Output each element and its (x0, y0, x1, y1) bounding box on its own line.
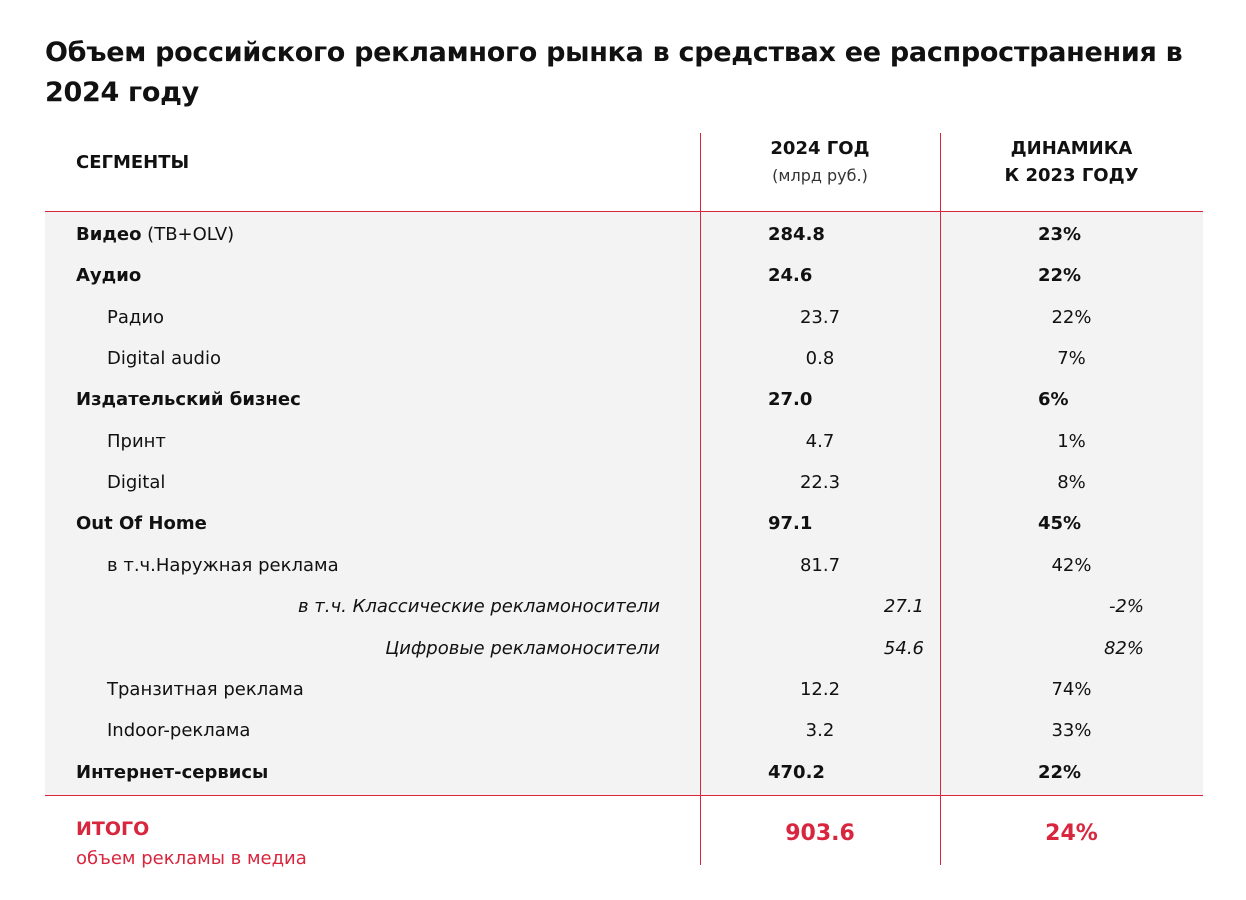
row-segment-label: Издательский бизнес (76, 389, 301, 411)
row-dynamics: 82% (1103, 637, 1144, 659)
ad-market-table: СЕГМЕНТЫ 2024 ГОД (млрд руб.) ДИНАМИКА К… (45, 133, 1203, 869)
row-segment: Out Of Home (76, 503, 207, 544)
table-body-background (45, 211, 1203, 795)
total-value: 903.6 (785, 821, 855, 846)
row-segment: Цифровые рекламоносители (107, 628, 660, 669)
row-segment: Аудио (76, 255, 141, 296)
row-value: 23.7 (799, 306, 841, 328)
row-segment: Видео (ТВ+OLV) (76, 214, 234, 255)
row-dynamics: 45% (1038, 513, 1082, 535)
table-row: Аудио 24.6 22% (45, 255, 1203, 296)
row-segment-label: в т.ч.Наружная реклама (107, 554, 339, 576)
total-dynamics: 24% (1045, 821, 1098, 846)
row-segment: Принт (107, 421, 166, 462)
total-divider (45, 795, 1203, 796)
row-segment: Digital audio (107, 338, 221, 379)
row-value: 22.3 (799, 472, 841, 494)
row-dynamics: 23% (1038, 224, 1082, 245)
row-segment-label: Интернет-сервисы (76, 761, 269, 783)
row-segment: Интернет-сервисы (76, 752, 268, 793)
header-divider (45, 211, 1203, 212)
row-value: 12.2 (799, 678, 841, 700)
column-divider (700, 133, 701, 865)
header-year: 2024 ГОД (млрд руб.) (700, 135, 940, 189)
row-value: 0.8 (805, 348, 835, 370)
row-segment: Digital (107, 462, 165, 503)
row-dynamics: 22% (1038, 761, 1082, 783)
row-segment-label: Радио (107, 306, 165, 328)
row-segment-label: Транзитная реклама (107, 678, 304, 700)
row-segment: Indoor-реклама (107, 710, 250, 751)
row-segment-label: Out Of Home (76, 513, 207, 535)
column-divider (940, 133, 941, 865)
table-row: Радио 23.7 22% (45, 297, 1203, 338)
row-dynamics: 74% (1051, 678, 1092, 700)
row-segment-label: Принт (107, 430, 166, 452)
row-segment-label: в т.ч. Классические рекламоносители (297, 596, 660, 618)
row-value: 27.0 (768, 389, 813, 411)
row-dynamics: 22% (1051, 306, 1092, 328)
header-dynamics-line1: ДИНАМИКА (1010, 138, 1133, 159)
table-row: Интернет-сервисы 470.2 22% (45, 752, 1203, 793)
table-row: в т.ч. Классические рекламоносители 27.1 -… (45, 586, 1203, 627)
row-segment-label: Digital (107, 472, 166, 494)
row-dynamics: 22% (1038, 265, 1082, 287)
table-row: в т.ч.Наружная реклама 81.7 42% (45, 545, 1203, 586)
table-row: Транзитная реклама 12.2 74% (45, 669, 1203, 710)
table-row: Видео (ТВ+OLV) 284.8 23% (45, 214, 1203, 255)
row-segment-label: Digital audio (107, 348, 221, 370)
row-value: 3.2 (805, 720, 835, 742)
header-dynamics-line2: К 2023 ГОДУ (1004, 165, 1139, 186)
row-segment: Транзитная реклама (107, 669, 304, 710)
header-dynamics: ДИНАМИКА К 2023 ГОДУ (940, 135, 1203, 189)
row-segment: в т.ч.Наружная реклама (107, 545, 339, 586)
row-dynamics: 8% (1057, 472, 1086, 494)
table-row: Digital audio 0.8 7% (45, 338, 1203, 379)
row-value: 97.1 (768, 513, 813, 535)
total-label: ИТОГО (76, 818, 150, 840)
header-segments: СЕГМЕНТЫ (76, 152, 190, 173)
table-row: Indoor-реклама 3.2 33% (45, 710, 1203, 751)
row-value: 470.2 (768, 761, 825, 783)
row-value: 284.8 (768, 224, 825, 245)
row-segment-label: Indoor-реклама (107, 720, 251, 742)
header-year-unit: (млрд руб.) (772, 166, 868, 185)
header-year-title: 2024 ГОД (770, 138, 870, 159)
row-value: 81.7 (799, 554, 841, 576)
table-row: Издательский бизнес 27.0 6% (45, 379, 1203, 420)
row-dynamics: 1% (1057, 430, 1086, 452)
table-row: Цифровые рекламоносители 54.6 82% (45, 628, 1203, 669)
row-dynamics: 33% (1051, 720, 1092, 742)
row-dynamics: 6% (1038, 389, 1069, 411)
row-value: 27.1 (883, 596, 924, 618)
row-segment-label: Цифровые рекламоносители (385, 637, 660, 659)
row-segment-note: (ТВ+OLV) (141, 224, 235, 245)
row-segment: в т.ч. Классические рекламоносители (107, 586, 660, 627)
row-dynamics: -2% (1108, 596, 1144, 618)
table-row: Out Of Home 97.1 45% (45, 503, 1203, 544)
row-segment-label: Аудио (76, 265, 142, 287)
row-segment-label: Видео (76, 224, 142, 245)
page-title: Объем российского рекламного рынка в сре… (45, 37, 1183, 108)
row-value: 54.6 (883, 637, 924, 659)
total-sublabel: объем рекламы в медиа (76, 848, 307, 869)
row-value: 4.7 (805, 430, 835, 452)
row-dynamics: 42% (1051, 554, 1092, 576)
row-segment: Издательский бизнес (76, 379, 301, 420)
row-segment: Радио (107, 297, 164, 338)
table-row: Digital 22.3 8% (45, 462, 1203, 503)
row-dynamics: 7% (1057, 348, 1086, 370)
table-row: Принт 4.7 1% (45, 421, 1203, 462)
row-value: 24.6 (768, 265, 813, 287)
